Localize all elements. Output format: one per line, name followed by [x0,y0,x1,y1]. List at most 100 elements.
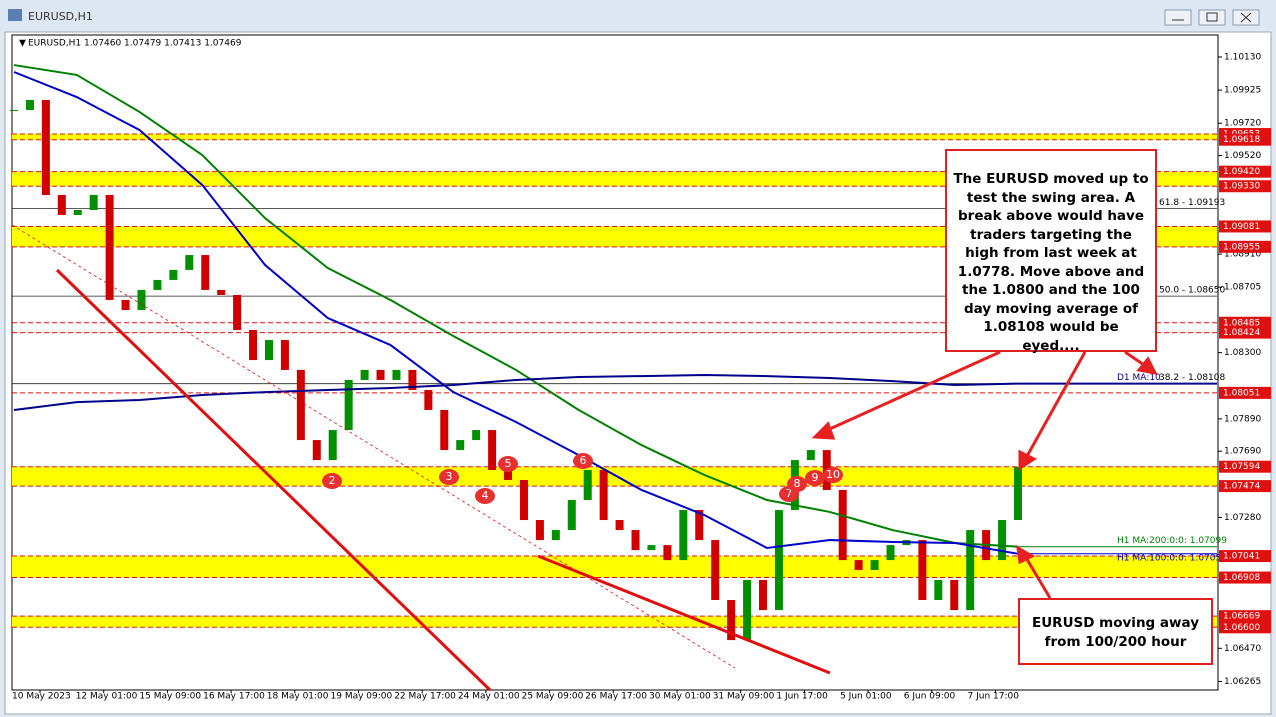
candle [137,289,146,310]
price-label: 1.06600 [1223,623,1260,633]
zone [12,226,1217,247]
y-tick-label: 1.07280 [1224,513,1261,523]
window-buttons[interactable] [1164,9,1260,26]
candle [488,430,497,470]
price-label: 1.06669 [1223,612,1260,622]
price-label-box [1219,326,1271,339]
candle [743,579,752,641]
price-label-box [1219,240,1271,253]
y-tick-label: 1.07690 [1224,447,1261,457]
candle [280,340,289,370]
candle [25,99,34,110]
moving-average [13,373,1019,411]
marker [439,469,459,485]
candle [312,440,321,461]
zone [12,616,1217,628]
candle [344,379,353,431]
price-label-box [1219,316,1271,329]
y-tick-label: 1.08910 [1224,250,1261,260]
x-tick-label: 18 May 01:00 [267,692,329,702]
candle [440,410,449,451]
candle [264,340,273,361]
y-tick-label: 1.07890 [1224,414,1261,424]
zone [12,134,1217,140]
candle [535,520,544,541]
price-label: 1.07594 [1223,462,1260,472]
moving-average-label: H1 MA:200:0:0: 1.07099 [1117,536,1227,546]
candle [376,369,385,380]
x-tick-label: 19 May 09:00 [331,692,393,702]
marker [322,473,342,489]
marker-label: 8 [794,477,801,490]
price-label: 1.08485 [1223,318,1260,328]
candle [551,530,560,541]
moving-average-label: D1 MA:10 [1117,373,1161,383]
y-tick-label: 1.08705 [1224,283,1261,293]
y-tick-label: 1.09520 [1224,151,1261,161]
candle [10,109,18,111]
price-label-box [1219,610,1271,623]
price-label-box [1219,621,1271,634]
price-label-box [1219,220,1271,233]
chart-header: EURUSD,H1 1.07460 1.07479 1.07413 1.0746… [28,39,242,49]
candle [169,269,178,280]
candle [424,389,433,411]
price-label-box [1219,386,1271,399]
collapse-arrow[interactable]: ▼ [19,39,26,49]
app-icon [8,9,22,21]
marker-label: 10 [826,468,840,481]
moving-average [13,71,1019,555]
zone [12,556,1217,578]
candle [153,279,162,290]
candle [73,209,82,215]
price-label: 1.07474 [1223,482,1260,492]
candle [89,194,98,210]
x-tick-label: 25 May 09:00 [522,692,584,702]
candle [663,545,672,561]
y-tick-label: 1.06470 [1224,644,1261,654]
candle [408,369,417,390]
candle [121,299,130,310]
candle [695,510,704,541]
marker [787,476,807,492]
candle [647,545,656,551]
candle [519,479,528,521]
candle [472,430,481,441]
candle [567,499,576,531]
fib-label: 61.8 - 1.09193 [1159,198,1225,208]
annotation: The EURUSD moved up to test the swing ar… [945,149,1157,354]
candle [711,540,720,601]
price-label-box [1219,165,1271,178]
plot-area [11,34,1219,691]
candle [185,255,194,270]
candle [759,579,768,611]
price-label: 1.07041 [1223,552,1260,562]
candle [998,520,1007,561]
y-tick-label: 1.09925 [1224,86,1261,96]
price-label-box [1219,133,1271,146]
window-title: EURUSD,H1 [28,10,93,23]
y-tick-label: 1.08300 [1224,348,1261,358]
candle [249,330,258,361]
candle [950,579,959,611]
x-tick-label: 30 May 01:00 [649,692,711,702]
marker-label: 3 [446,470,453,483]
candle [504,469,513,480]
price-label: 1.09081 [1223,222,1260,232]
zone [12,171,1217,187]
candle [233,294,242,331]
candle [966,530,975,611]
price-label: 1.08955 [1223,242,1260,252]
candle [934,579,943,601]
y-tick-label: 1.06265 [1224,677,1261,687]
price-label-box [1219,571,1271,584]
x-tick-label: 5 Jun 01:00 [840,692,892,702]
x-tick-label: 7 Jun 17:00 [968,692,1020,702]
marker [805,470,825,486]
x-tick-label: 12 May 01:00 [76,692,138,702]
x-tick-label: 10 May 2023 [12,692,71,702]
price-label: 1.08424 [1223,328,1260,338]
price-label-box [1219,180,1271,193]
candle [599,469,608,521]
